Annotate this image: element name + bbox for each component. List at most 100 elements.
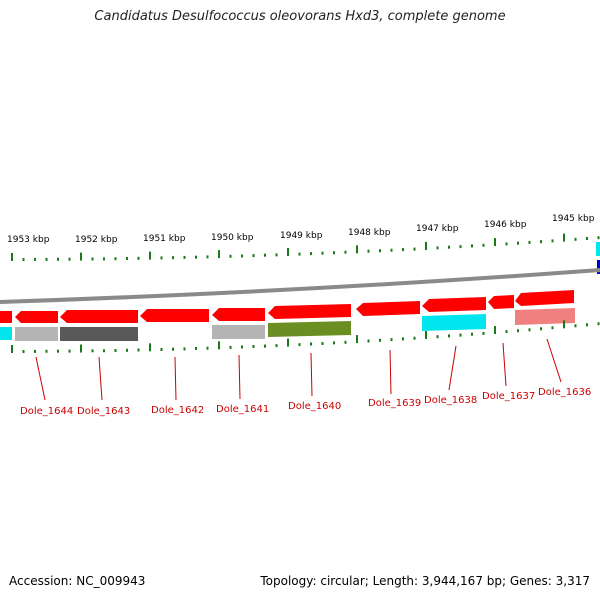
minor-tick (390, 338, 393, 342)
minor-tick (57, 257, 59, 261)
major-tick (287, 338, 289, 347)
kbp-label-1950: 1950 kbp (211, 233, 254, 243)
minor-tick (333, 251, 335, 255)
minor-tick (367, 339, 370, 343)
minor-tick (126, 257, 128, 260)
minor-tick (195, 255, 197, 259)
minor-tick (436, 335, 439, 339)
minor-tick (103, 349, 105, 353)
cog-box (0, 327, 12, 340)
gene-label-1639[interactable]: Dole_1639 (368, 398, 421, 409)
minor-tick (298, 343, 301, 347)
minor-tick (540, 240, 542, 244)
minor-tick (551, 239, 554, 243)
minor-tick (45, 257, 48, 261)
minor-tick (160, 348, 163, 351)
major-tick (563, 320, 565, 329)
minor-tick (252, 345, 255, 348)
reverse-strand-genes[interactable] (0, 290, 574, 323)
minor-tick (402, 248, 404, 252)
kbp-label-1949: 1949 kbp (280, 231, 323, 241)
minor-tick (183, 347, 186, 351)
gene-arrow[interactable] (515, 290, 574, 306)
gene-label-1641[interactable]: Dole_1641 (216, 404, 269, 415)
gene-label-1643[interactable]: Dole_1643 (77, 406, 130, 417)
minor-tick (206, 255, 209, 259)
minor-tick (298, 252, 301, 256)
gene-arrow[interactable] (0, 311, 12, 323)
minor-tick (22, 258, 25, 261)
accession-text: Accession: NC_009943 (9, 574, 146, 588)
gene-labels: Dole_1644 Dole_1643 Dole_1642 Dole_1641 … (20, 387, 591, 417)
minor-tick (172, 256, 174, 260)
major-tick (218, 341, 220, 350)
kbp-label-1952: 1952 kbp (75, 235, 118, 245)
minor-tick (528, 328, 531, 332)
minor-tick (321, 342, 324, 345)
major-tick (356, 245, 358, 254)
minor-tick (264, 344, 266, 348)
gene-arrow[interactable] (212, 308, 265, 321)
genome-backbone (0, 268, 600, 304)
gene-label-1637[interactable]: Dole_1637 (482, 391, 535, 402)
cog-box (515, 308, 575, 325)
major-tick (425, 242, 427, 250)
cog-box (212, 325, 265, 339)
minor-tick (333, 341, 335, 345)
gene-arrow[interactable] (140, 309, 209, 322)
major-tick (494, 326, 496, 334)
minor-tick (183, 255, 186, 259)
gene-arrow[interactable] (488, 295, 514, 309)
gene-label-1644[interactable]: Dole_1644 (20, 406, 73, 417)
minor-tick (402, 337, 404, 341)
cog-blue-fragment (597, 260, 600, 274)
major-tick (218, 250, 220, 259)
gene-arrow[interactable] (422, 297, 486, 312)
minor-tick (91, 349, 94, 353)
gene-label-1642[interactable]: Dole_1642 (151, 405, 204, 416)
minor-tick (482, 243, 485, 247)
gene-label-1636[interactable]: Dole_1636 (538, 387, 591, 398)
kbp-tick-row (11, 233, 600, 261)
kbp-labels: 1953 kbp 1952 kbp 1951 kbp 1950 kbp 1949… (7, 214, 595, 245)
minor-tick (540, 327, 542, 331)
minor-tick (471, 332, 473, 336)
minor-tick (413, 247, 416, 251)
minor-tick (34, 257, 36, 261)
cog-boxes (0, 308, 575, 341)
minor-tick (252, 254, 255, 258)
gene-arrow[interactable] (60, 310, 138, 323)
gene-label-1638[interactable]: Dole_1638 (424, 395, 477, 406)
gene-arrow[interactable] (268, 304, 351, 319)
minor-tick (241, 345, 243, 349)
gene-arrow[interactable] (15, 311, 58, 323)
minor-tick (574, 324, 577, 328)
minor-tick (344, 340, 347, 344)
cog-box (422, 314, 486, 331)
gene-leader-lines (35, 338, 562, 401)
minor-tick (505, 242, 508, 246)
minor-tick (551, 326, 554, 330)
minor-tick (448, 245, 450, 249)
minor-tick (413, 336, 416, 340)
gene-arrow[interactable] (356, 301, 420, 316)
minor-tick (114, 349, 117, 352)
major-tick (80, 344, 82, 353)
kbp-tick-row-lower (11, 320, 600, 353)
gene-label-1640[interactable]: Dole_1640 (288, 401, 341, 412)
minor-tick (126, 348, 128, 352)
minor-tick (68, 349, 71, 353)
minor-tick (229, 345, 232, 349)
genome-summary-text: Topology: circular; Length: 3,944,167 bp… (260, 574, 590, 588)
kbp-label-1945: 1945 kbp (552, 214, 595, 224)
major-tick (563, 233, 565, 242)
kbp-label-1946: 1946 kbp (484, 220, 527, 230)
kbp-label-1948: 1948 kbp (348, 228, 391, 238)
minor-tick (344, 250, 347, 254)
minor-tick (379, 338, 381, 342)
minor-tick (195, 347, 197, 350)
cog-cyan-fragment (596, 242, 600, 256)
map-title: Candidatus Desulfococcus oleovorans Hxd3… (94, 9, 506, 24)
minor-tick (482, 331, 485, 335)
